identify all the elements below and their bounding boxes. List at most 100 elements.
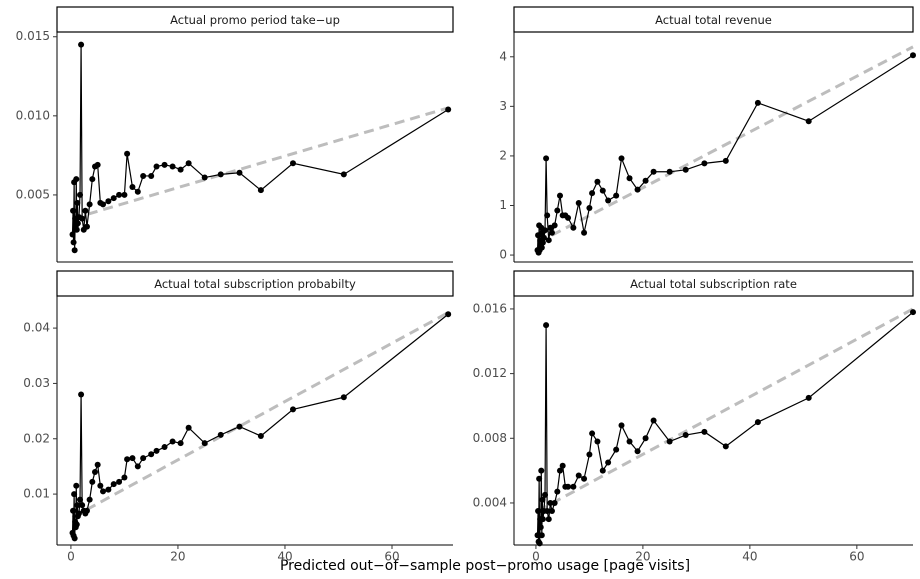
data-point xyxy=(79,502,86,509)
data-point xyxy=(594,438,601,445)
data-point xyxy=(666,168,673,175)
data-point xyxy=(605,459,612,466)
y-tick-label: 0.03 xyxy=(23,376,50,390)
data-point xyxy=(71,247,78,254)
data-point xyxy=(77,496,84,503)
y-tick-label: 0.015 xyxy=(16,29,50,43)
data-point xyxy=(257,187,264,194)
data-point xyxy=(78,41,85,48)
y-tick-label: 0.012 xyxy=(473,366,507,380)
data-point xyxy=(185,424,192,431)
x-tick-label: 0 xyxy=(532,550,540,564)
data-point xyxy=(169,438,176,445)
data-point xyxy=(575,200,582,207)
data-point xyxy=(538,244,545,251)
data-point xyxy=(805,118,812,125)
y-tick-label: 0.008 xyxy=(473,431,507,445)
x-tick-label: 60 xyxy=(849,550,864,564)
data-point xyxy=(79,215,86,222)
data-point xyxy=(538,532,545,539)
data-point xyxy=(722,157,729,164)
data-point xyxy=(542,491,549,498)
data-point xyxy=(236,423,243,430)
data-point xyxy=(134,188,141,195)
data-point xyxy=(73,176,80,183)
trend-line xyxy=(536,45,914,244)
data-point xyxy=(148,451,155,458)
data-point xyxy=(581,475,588,482)
data-point xyxy=(548,508,555,515)
data-point xyxy=(70,207,77,214)
data-point xyxy=(666,438,673,445)
data-point xyxy=(100,488,107,495)
data-point xyxy=(289,160,296,167)
data-point xyxy=(618,155,625,162)
data-point xyxy=(177,440,184,447)
data-point xyxy=(545,237,552,244)
data-point xyxy=(589,430,596,437)
data-point xyxy=(539,239,546,246)
data-point xyxy=(105,486,112,493)
data-point xyxy=(78,391,85,398)
facet-strip xyxy=(56,270,454,297)
data-point xyxy=(91,468,98,475)
data-point xyxy=(86,201,93,208)
data-point xyxy=(538,467,545,474)
data-line xyxy=(71,44,449,251)
data-point xyxy=(105,198,112,205)
data-point xyxy=(805,394,812,401)
y-tick-label: 4 xyxy=(499,49,507,63)
data-point xyxy=(548,229,555,236)
data-point xyxy=(89,176,96,183)
data-point xyxy=(581,229,588,236)
data-point xyxy=(542,227,549,234)
data-point xyxy=(445,311,452,318)
data-point xyxy=(124,150,131,157)
data-point xyxy=(177,166,184,173)
data-point xyxy=(540,234,547,241)
data-point xyxy=(626,175,633,182)
data-point xyxy=(69,231,76,238)
data-point xyxy=(910,309,916,316)
x-tick-label: 0 xyxy=(67,550,75,564)
data-point xyxy=(556,467,563,474)
y-tick-label: 0.005 xyxy=(16,187,50,201)
x-tick-label: 20 xyxy=(635,550,650,564)
data-point xyxy=(124,456,131,463)
data-point xyxy=(544,212,551,219)
data-point xyxy=(148,172,155,179)
data-point xyxy=(543,322,550,329)
data-point xyxy=(556,192,563,199)
data-point xyxy=(185,160,192,167)
y-tick-label: 0.01 xyxy=(23,487,50,501)
data-point xyxy=(543,155,550,162)
data-point xyxy=(340,394,347,401)
data-point xyxy=(74,199,81,206)
data-point xyxy=(586,451,593,458)
facet-strip xyxy=(513,270,914,297)
data-point xyxy=(551,499,558,506)
data-point xyxy=(634,448,641,455)
facet-title: Actual promo period take−up xyxy=(170,13,340,27)
data-point xyxy=(74,220,81,227)
data-point xyxy=(140,172,147,179)
data-point xyxy=(613,446,620,453)
data-point xyxy=(116,191,123,198)
data-point xyxy=(565,483,572,490)
data-point xyxy=(340,171,347,178)
data-point xyxy=(554,207,561,214)
data-point xyxy=(539,516,546,523)
data-point xyxy=(129,455,136,462)
trend-line xyxy=(536,307,914,513)
data-point xyxy=(545,516,552,523)
data-point xyxy=(586,204,593,211)
x-tick-label: 20 xyxy=(170,550,185,564)
data-point xyxy=(257,432,264,439)
data-point xyxy=(634,186,641,193)
x-tick-label: 40 xyxy=(277,550,292,564)
data-point xyxy=(110,481,117,488)
trend-line xyxy=(71,311,449,519)
data-point xyxy=(169,163,176,170)
y-tick-label: 2 xyxy=(499,148,507,162)
data-point xyxy=(201,440,208,447)
